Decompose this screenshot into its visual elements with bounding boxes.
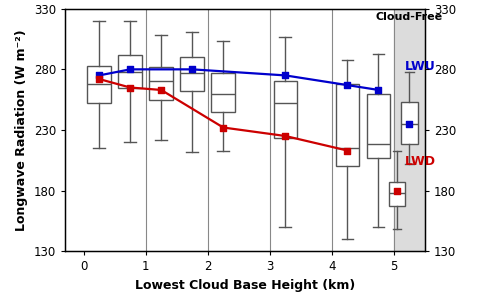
Point (282, 73, 290, 78)
Text: Cloud-Free: Cloud-Free (376, 12, 443, 22)
Point (188, 67, 196, 72)
Point (393, 188, 401, 193)
Point (95, 77, 103, 81)
Point (95, 73, 103, 78)
PathPatch shape (366, 94, 390, 158)
PathPatch shape (336, 84, 359, 166)
Point (406, 121, 413, 126)
Point (220, 125, 228, 130)
PathPatch shape (118, 55, 142, 88)
Point (282, 134, 290, 138)
Point (344, 148, 351, 153)
Text: LWD: LWD (404, 155, 436, 168)
Y-axis label: Longwave Radiation (W m⁻²): Longwave Radiation (W m⁻²) (15, 29, 28, 231)
Point (157, 88, 165, 92)
Text: LWU: LWU (404, 60, 436, 73)
PathPatch shape (212, 73, 235, 112)
PathPatch shape (274, 81, 297, 138)
Point (126, 67, 134, 72)
Point (374, 88, 382, 92)
X-axis label: Lowest Cloud Base Height (km): Lowest Cloud Base Height (km) (135, 279, 355, 292)
PathPatch shape (401, 102, 418, 145)
Point (344, 83, 351, 87)
Point (126, 85, 134, 90)
PathPatch shape (150, 67, 173, 100)
Bar (394, 9, 428, 251)
PathPatch shape (388, 182, 406, 206)
PathPatch shape (180, 57, 204, 91)
PathPatch shape (88, 66, 111, 103)
